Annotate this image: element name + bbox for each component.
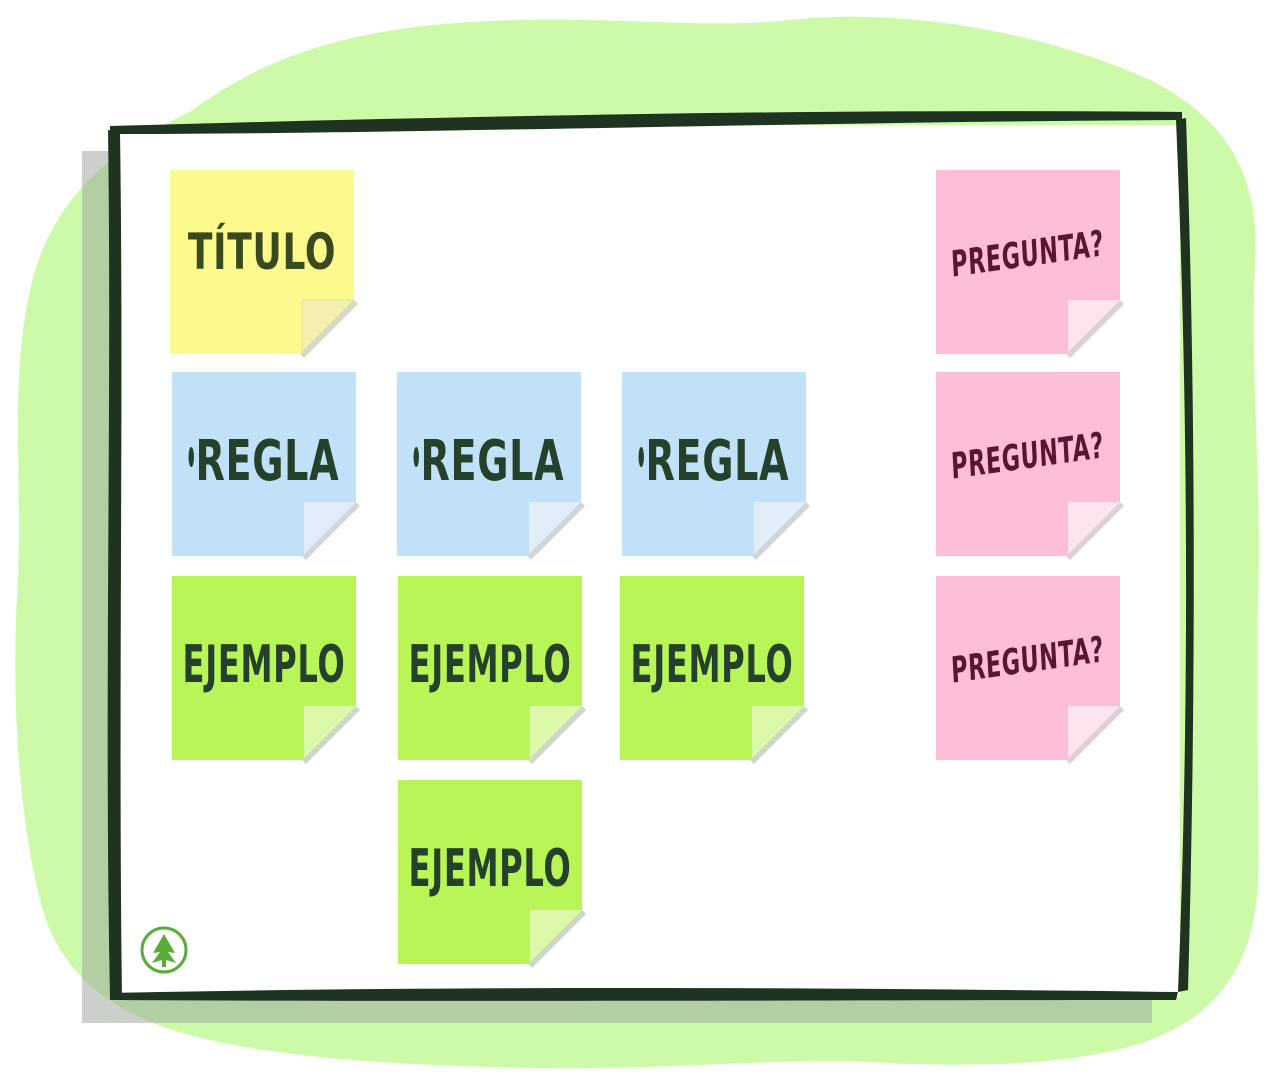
sticky-note-title: TÍTULO xyxy=(170,170,358,358)
sticky-note-example: EJEMPLO xyxy=(398,576,586,764)
sticky-note-rule: REGLA xyxy=(397,372,585,560)
question-label: PREGUNTA? xyxy=(950,424,1105,488)
sticky-note-shape xyxy=(397,372,585,560)
rule-text: REGLA xyxy=(420,428,565,494)
rule-label: REGLA xyxy=(413,372,564,556)
sticky-note-shape xyxy=(936,372,1124,560)
tree-icon xyxy=(140,926,188,974)
sticky-note-shape xyxy=(936,576,1124,764)
sticky-note-shape xyxy=(170,170,358,358)
title-label: TÍTULO xyxy=(187,223,337,281)
example-label: EJEMPLO xyxy=(408,839,572,899)
sticky-note-shape xyxy=(172,576,360,764)
rule-label: REGLA xyxy=(188,372,339,556)
rule-text: REGLA xyxy=(195,428,340,494)
sticky-note-shape xyxy=(172,372,360,560)
rule-text: REGLA xyxy=(645,428,790,494)
example-label: EJEMPLO xyxy=(408,635,572,695)
sticky-note-shape xyxy=(620,576,808,764)
sticky-note-question: PREGUNTA? xyxy=(936,372,1124,560)
sticky-note-example: EJEMPLO xyxy=(398,780,586,968)
bullet-circle-icon xyxy=(413,447,420,467)
sticky-note-rule: REGLA xyxy=(622,372,810,560)
rule-label: REGLA xyxy=(638,372,789,556)
sticky-note-shape xyxy=(622,372,810,560)
sticky-note-shape xyxy=(936,170,1124,358)
sticky-note-question: PREGUNTA? xyxy=(936,170,1124,358)
sticky-note-example: EJEMPLO xyxy=(172,576,360,764)
sticky-note-example: EJEMPLO xyxy=(620,576,808,764)
bullet-circle-icon xyxy=(638,447,645,467)
example-label: EJEMPLO xyxy=(182,635,346,695)
sticky-note-question: PREGUNTA? xyxy=(936,576,1124,764)
question-label: PREGUNTA? xyxy=(950,628,1105,692)
sticky-note-shape xyxy=(398,780,586,968)
bullet-circle-icon xyxy=(188,447,195,467)
sticky-note-rule: REGLA xyxy=(172,372,360,560)
sticky-note-shape xyxy=(398,576,586,764)
example-label: EJEMPLO xyxy=(630,635,794,695)
question-label: PREGUNTA? xyxy=(950,222,1105,286)
